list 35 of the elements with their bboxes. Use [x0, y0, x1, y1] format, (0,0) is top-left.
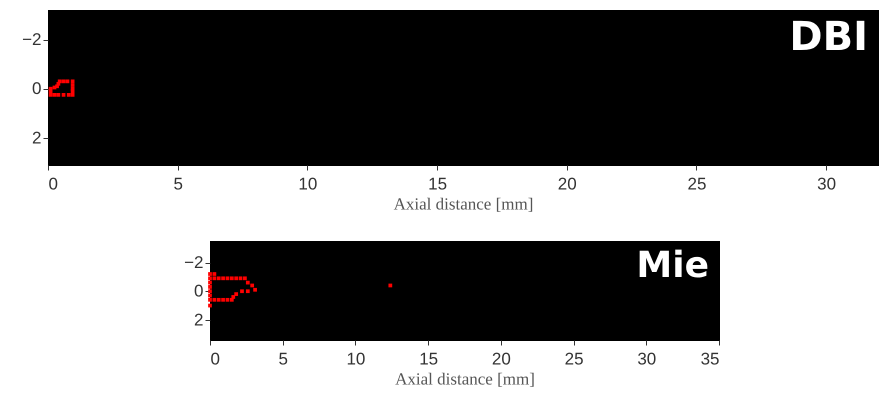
x-tick-label: 0 [210, 350, 220, 368]
x-tick-label: 20 [558, 174, 577, 194]
x-tick-label: 35 [700, 350, 720, 368]
x-tick-label: 10 [346, 350, 366, 368]
point [66, 79, 70, 84]
x-tick-label: 5 [173, 174, 183, 194]
y-tick-label: −2 [22, 30, 42, 50]
y-tick-label: −2 [184, 253, 204, 272]
x-tick-label: 15 [428, 174, 448, 194]
point [70, 83, 75, 87]
x-tick-label: 5 [278, 350, 288, 368]
x-axis-title: Axial distance [mm] [394, 194, 534, 214]
point [66, 93, 71, 97]
x-tick-label: 25 [687, 174, 706, 194]
x-tick-label: 30 [637, 350, 656, 368]
x-tick-label: 0 [48, 174, 58, 194]
y-tick-label: 2 [32, 128, 42, 148]
annotation: DBI [789, 14, 868, 60]
x-tick-label: 30 [817, 174, 836, 194]
x-tick-label: 10 [298, 174, 318, 194]
x-tick-label: 20 [492, 350, 511, 368]
x-tick-label: 25 [564, 350, 584, 368]
y-tick-label: 0 [32, 79, 42, 98]
point [52, 93, 56, 97]
x-tick-label: 15 [419, 350, 438, 368]
x-axis-title: Axial distance [mm] [395, 370, 535, 388]
point [62, 93, 66, 97]
annotation: Mie [636, 245, 709, 286]
point [62, 79, 66, 84]
point [70, 93, 75, 97]
y-tick-label: 0 [194, 282, 204, 301]
point [56, 93, 60, 97]
point [48, 93, 52, 97]
y-tick-label: 2 [194, 310, 204, 330]
point [48, 86, 52, 91]
